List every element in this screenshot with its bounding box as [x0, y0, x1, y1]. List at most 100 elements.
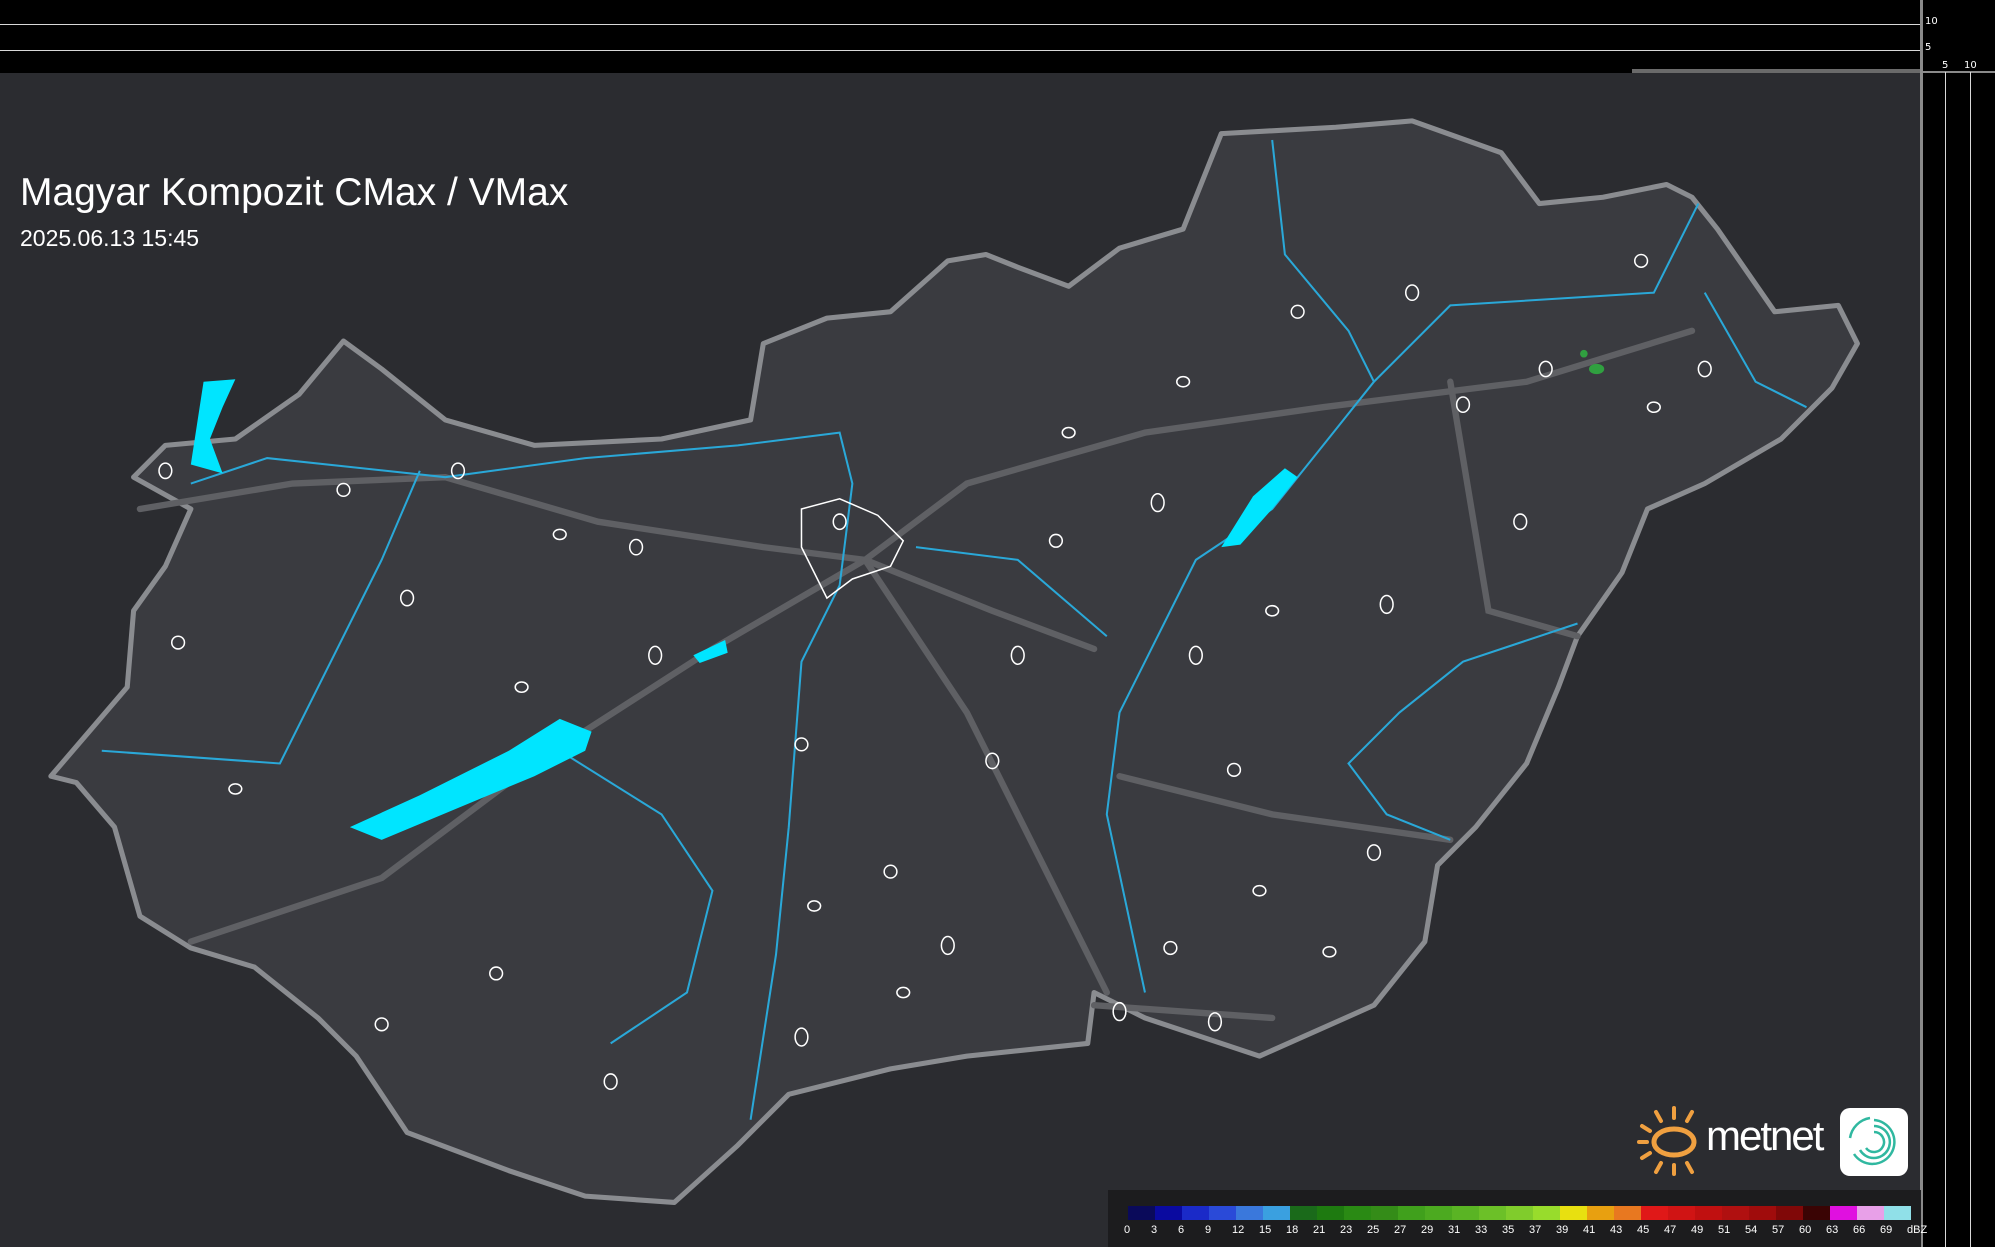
legend-swatch	[1749, 1206, 1776, 1220]
settlement-outline	[1697, 360, 1712, 378]
legend-label: 69	[1880, 1224, 1893, 1236]
legend-swatch	[1506, 1206, 1533, 1220]
legend-swatch	[1452, 1206, 1479, 1220]
settlement-outline	[603, 1073, 618, 1090]
legend-label: 3	[1151, 1224, 1158, 1236]
legend-label: 60	[1799, 1224, 1812, 1236]
profile-gridline-10-vertical	[1970, 72, 1971, 1247]
settlement-outline	[158, 462, 173, 480]
legend-label: 6	[1178, 1224, 1185, 1236]
dbz-color-legend: 0 3 6 9 12 15 18 21 23 25 27 29 31 33 35 37 39 41 43 45 47 49…	[1108, 1190, 1927, 1247]
map-timestamp: 2025.06.13 15:45	[20, 225, 200, 251]
settlement-outline	[1538, 360, 1553, 378]
legend-label: 54	[1745, 1224, 1758, 1236]
settlement-outline	[940, 935, 955, 956]
legend-unit: dBZ	[1907, 1224, 1928, 1236]
settlement-outline	[1646, 401, 1661, 414]
legend-label: 51	[1718, 1224, 1731, 1236]
legend-swatch	[1884, 1206, 1911, 1220]
legend-label: 66	[1853, 1224, 1866, 1236]
profile-gridline-5-vertical	[1945, 72, 1946, 1247]
settlement-outline	[514, 681, 529, 693]
legend-label: 23	[1340, 1224, 1353, 1236]
legend-label: 41	[1583, 1224, 1596, 1236]
legend-swatch	[1209, 1206, 1236, 1220]
settlement-outline	[1366, 844, 1382, 861]
radar-map[interactable]: Magyar Kompozit CMax / VMax 2025.06.13 1…	[0, 73, 1921, 1247]
top-axis-label: 10	[1925, 16, 1938, 27]
settlement-outline	[832, 513, 847, 531]
legend-swatch	[1182, 1206, 1209, 1220]
settlement-outline	[1048, 533, 1064, 548]
legend-labels: 0 3 6 9 12 15 18 21 23 25 27 29 31 33 35 37 39 41 43 45 47 49…	[1124, 1224, 1934, 1236]
swirl-icon	[1848, 1116, 1896, 1166]
radar-echo	[1580, 349, 1605, 375]
legend-swatch	[1857, 1206, 1884, 1220]
legend-label: 9	[1205, 1224, 1212, 1236]
settlement-outline	[336, 482, 351, 498]
settlement-outline	[1112, 1001, 1127, 1022]
legend-label: 33	[1475, 1224, 1488, 1236]
settlement-outline	[896, 986, 911, 999]
settlement-outline	[1010, 645, 1025, 665]
settlement-outline	[1176, 375, 1191, 388]
legend-swatch	[1236, 1206, 1263, 1220]
legend-swatch	[1695, 1206, 1722, 1220]
legend-swatch	[1371, 1206, 1398, 1220]
roads	[136, 327, 1696, 1022]
settlement-outline	[450, 462, 466, 480]
settlement-outline	[1290, 304, 1305, 319]
logo-text: metnet	[1706, 1112, 1824, 1159]
settlement-outline	[1061, 426, 1076, 439]
settlement-outline	[399, 589, 415, 607]
legend-swatch	[1722, 1206, 1749, 1220]
settlement-outline	[1188, 645, 1203, 665]
metnet-logo: metnet	[1636, 1104, 1910, 1176]
settlement-outline	[228, 783, 243, 795]
settlement-outline	[1513, 513, 1528, 531]
legend-label: 63	[1826, 1224, 1839, 1236]
settlement-outline	[552, 528, 567, 541]
legend-label: 57	[1772, 1224, 1785, 1236]
lake-tisza	[1221, 468, 1298, 548]
legend-label: 47	[1664, 1224, 1677, 1236]
settlement-outline	[807, 900, 822, 912]
right-axis-label: 5	[1942, 60, 1949, 71]
settlement-outline	[1207, 1012, 1223, 1032]
legend-label: 0	[1124, 1224, 1131, 1236]
legend-swatch	[1560, 1206, 1587, 1220]
settlement-outline	[1163, 940, 1178, 956]
top-axis-label: 5	[1925, 42, 1932, 53]
settlement-outline	[794, 737, 809, 752]
profile-baseline	[1632, 69, 1921, 73]
lake-ferto	[190, 379, 236, 474]
lake-velence	[693, 640, 728, 663]
settlement-outline	[1265, 604, 1280, 617]
legend-label: 31	[1448, 1224, 1461, 1236]
settlement-outline	[1633, 253, 1649, 268]
legend-swatch	[1398, 1206, 1425, 1220]
profile-gridline-5	[0, 50, 1921, 51]
settlement-outline	[1455, 396, 1471, 414]
settlement-outline	[648, 645, 663, 665]
right-profile-panel	[1923, 0, 1995, 1247]
legend-label: 35	[1502, 1224, 1515, 1236]
legend-label: 43	[1610, 1224, 1623, 1236]
legend-label: 27	[1394, 1224, 1407, 1236]
settlement-outline	[374, 1017, 389, 1032]
profile-gridline-10	[0, 24, 1921, 25]
hungary-outline	[48, 118, 1860, 1206]
legend-swatch	[1668, 1206, 1695, 1220]
settlement-outline	[1226, 762, 1242, 777]
map-canvas	[48, 118, 1860, 1206]
budapest-outline	[800, 497, 905, 600]
settlement-outline	[170, 635, 186, 650]
settlement-outline	[628, 538, 644, 556]
settlement-outline	[985, 752, 1000, 770]
right-profile-baseline	[1921, 71, 1995, 73]
legend-label: 12	[1232, 1224, 1245, 1236]
settlement-outline	[1322, 945, 1337, 958]
app-icon	[1840, 1108, 1908, 1176]
legend-swatch	[1425, 1206, 1452, 1220]
legend-swatch	[1155, 1206, 1182, 1220]
